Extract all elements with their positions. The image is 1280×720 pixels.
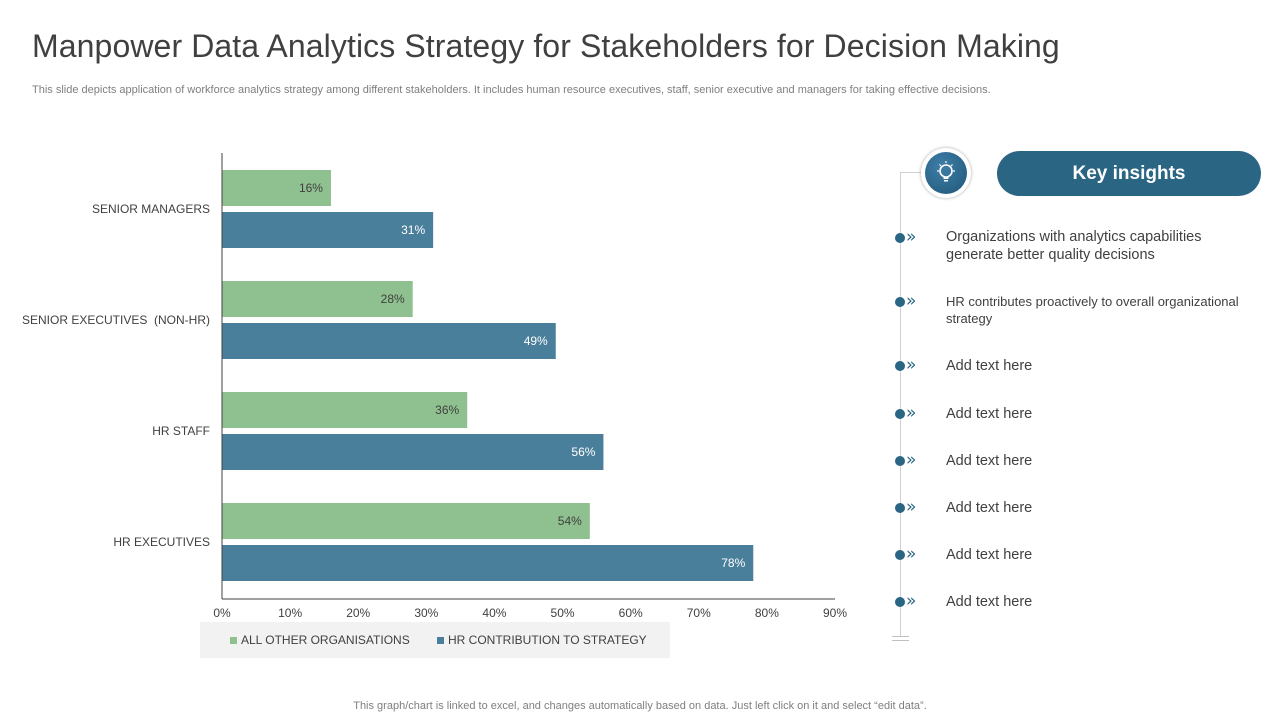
- x-tick-label: 70%: [687, 606, 711, 620]
- bar-all-other-organisations[interactable]: [222, 281, 413, 317]
- x-tick-label: 80%: [755, 606, 779, 620]
- x-tick-label: 10%: [278, 606, 302, 620]
- chevron-double-right-icon: »: [906, 450, 917, 470]
- bar-data-label: 28%: [381, 292, 405, 306]
- insight-text: Organizations with analytics capabilitie…: [946, 229, 1202, 263]
- insights-timeline-base: [892, 636, 909, 637]
- insight-text: HR contributes proactively to overall or…: [946, 294, 1239, 326]
- x-tick-label: 60%: [619, 606, 643, 620]
- x-tick-label: 90%: [823, 606, 847, 620]
- chart-legend: ALL OTHER ORGANISATIONS HR CONTRIBUTION …: [200, 622, 670, 658]
- bar-data-label: 36%: [435, 403, 459, 417]
- bullet-dot-icon: [895, 597, 905, 607]
- insights-timeline-line: [900, 172, 901, 637]
- bar-data-label: 49%: [524, 334, 548, 348]
- legend-label-all-other: ALL OTHER ORGANISATIONS: [241, 633, 410, 647]
- lightbulb-icon: [925, 152, 967, 194]
- bar-hr-contribution[interactable]: [222, 434, 604, 470]
- category-label: HR EXECUTIVES: [113, 535, 210, 549]
- chevron-double-right-icon: »: [906, 591, 917, 611]
- page-subtitle: This slide depicts application of workfo…: [32, 84, 991, 96]
- legend-item-hr-contribution: HR CONTRIBUTION TO STRATEGY: [437, 633, 647, 647]
- x-tick-label: 50%: [551, 606, 575, 620]
- bullet-dot-icon: [895, 297, 905, 307]
- bar-all-other-organisations[interactable]: [222, 170, 331, 206]
- key-insights-heading: Key insights: [997, 151, 1261, 196]
- bar-data-label: 54%: [558, 514, 582, 528]
- insight-text: Add text here: [946, 594, 1033, 610]
- lightbulb-badge: [921, 148, 971, 198]
- bullet-dot-icon: [895, 550, 905, 560]
- bar-all-other-organisations[interactable]: [222, 392, 468, 428]
- x-tick-label: 20%: [346, 606, 370, 620]
- insights-timeline-base: [892, 640, 909, 641]
- bar-data-label: 78%: [721, 556, 745, 570]
- bullet-dot-icon: [895, 233, 905, 243]
- chevron-double-right-icon: »: [906, 227, 917, 247]
- legend-item-all-other: ALL OTHER ORGANISATIONS: [230, 633, 410, 647]
- x-tick-label: 40%: [482, 606, 506, 620]
- insight-text: Add text here: [946, 453, 1033, 469]
- bar-data-label: 56%: [571, 445, 595, 459]
- x-tick-label: 30%: [414, 606, 438, 620]
- x-tick-label: 0%: [213, 606, 231, 620]
- legend-label-hr-contribution: HR CONTRIBUTION TO STRATEGY: [448, 633, 647, 647]
- page-title: Manpower Data Analytics Strategy for Sta…: [32, 28, 1060, 64]
- bar-data-label: 16%: [299, 181, 323, 195]
- bar-all-other-organisations[interactable]: [222, 503, 590, 539]
- bullet-dot-icon: [895, 361, 905, 371]
- bullet-dot-icon: [895, 503, 905, 513]
- bar-data-label: 31%: [401, 223, 425, 237]
- bar-chart[interactable]: 16% 31% SENIOR MANAGERS 28% 49% SENIOR EXECUT…: [0, 140, 870, 625]
- insight-text: Add text here: [946, 358, 1033, 374]
- footer-note: This graph/chart is linked to excel, and…: [353, 700, 927, 712]
- chevron-double-right-icon: »: [906, 291, 917, 311]
- insight-text: Add text here: [946, 500, 1033, 516]
- category-label: SENIOR EXECUTIVES (NON-HR): [22, 313, 210, 327]
- chevron-double-right-icon: »: [906, 497, 917, 517]
- legend-swatch-all-other: [230, 636, 237, 644]
- category-label: HR STAFF: [152, 424, 210, 438]
- insight-text: Add text here: [946, 406, 1033, 422]
- insights-connector: [900, 172, 922, 173]
- category-label: SENIOR MANAGERS: [92, 202, 210, 216]
- bar-hr-contribution[interactable]: [222, 545, 754, 581]
- legend-swatch-hr-contribution: [437, 636, 444, 644]
- chevron-double-right-icon: »: [906, 403, 917, 423]
- bullet-dot-icon: [895, 409, 905, 419]
- bar-hr-contribution[interactable]: [222, 323, 556, 359]
- bar-hr-contribution[interactable]: [222, 212, 434, 248]
- insight-text: Add text here: [946, 547, 1033, 563]
- chevron-double-right-icon: »: [906, 544, 917, 564]
- chevron-double-right-icon: »: [906, 355, 917, 375]
- bullet-dot-icon: [895, 456, 905, 466]
